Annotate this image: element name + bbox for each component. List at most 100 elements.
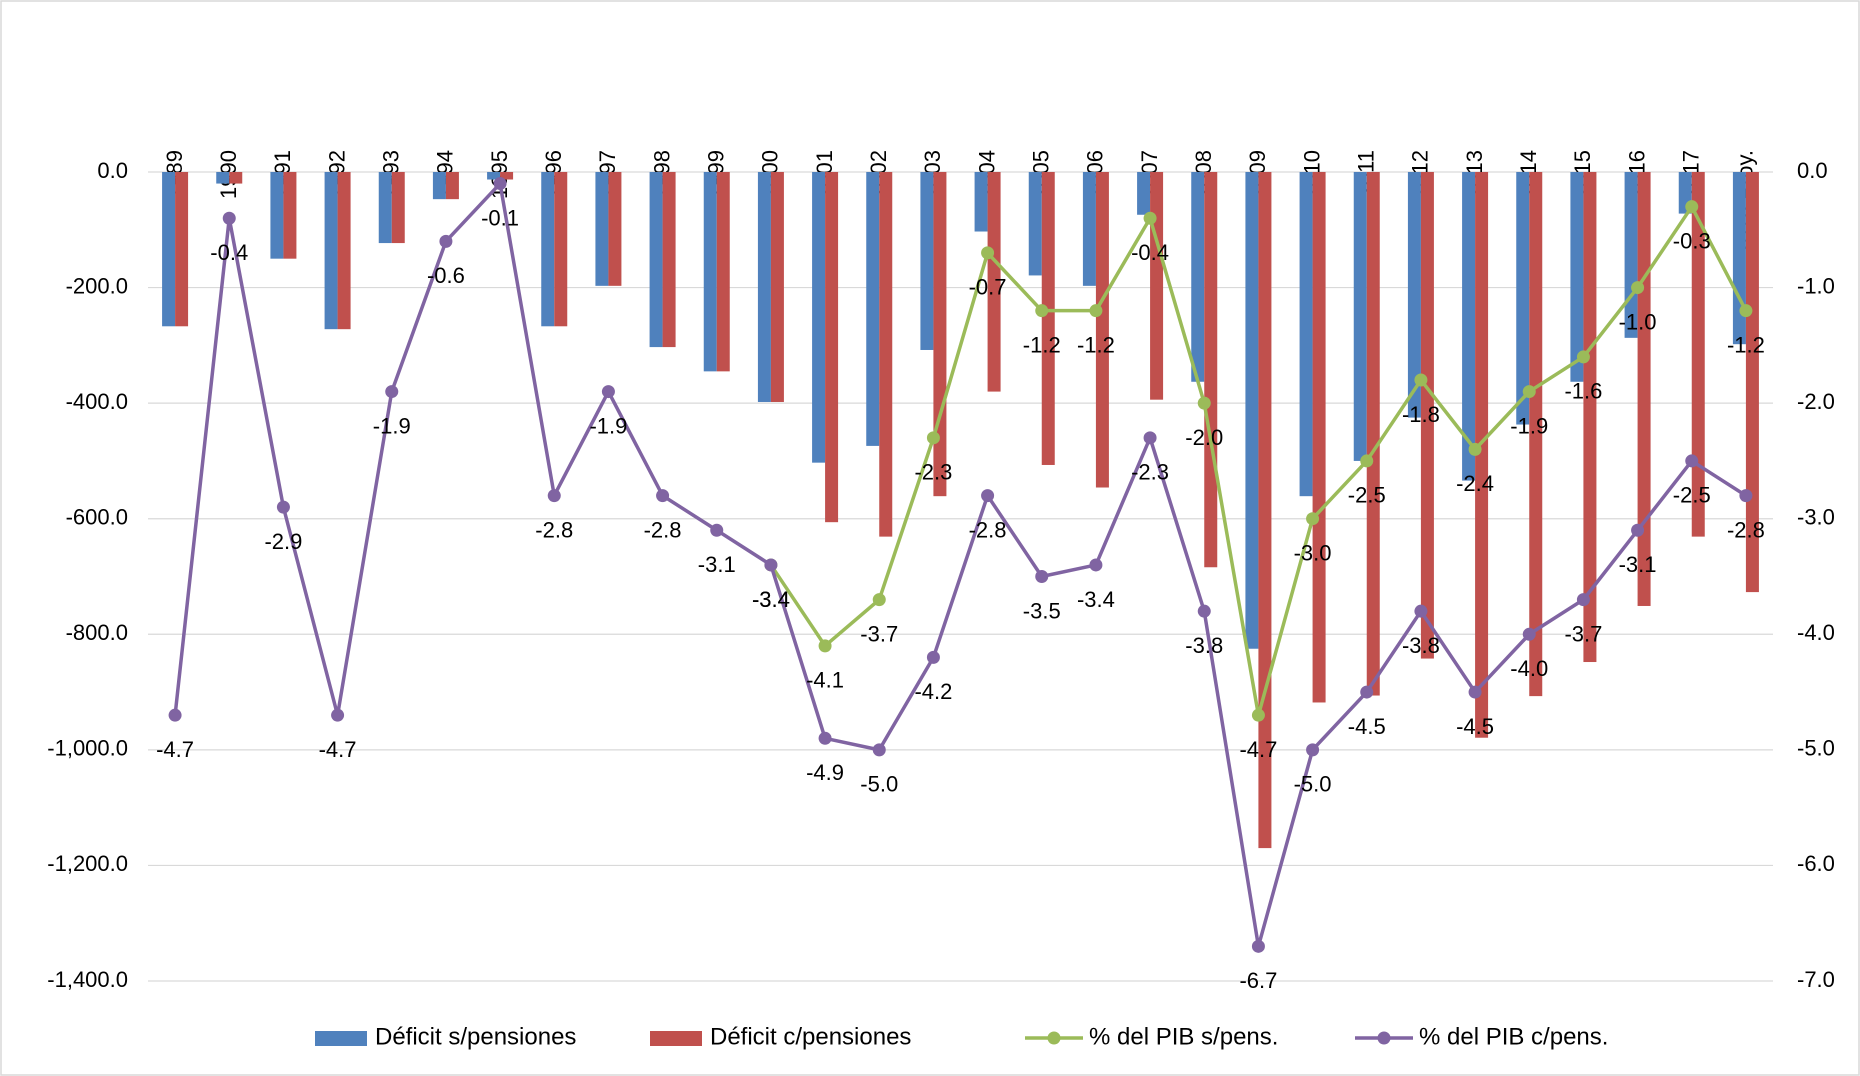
line-marker (1143, 211, 1157, 225)
bar (1204, 172, 1218, 568)
bar (879, 172, 893, 537)
bar (987, 172, 1001, 392)
bar (1041, 172, 1055, 465)
data-label: -2.8 (1727, 517, 1765, 542)
line-marker (981, 246, 995, 260)
bar (541, 172, 555, 327)
y2-tick-label: -5.0 (1797, 736, 1835, 761)
bar (391, 172, 405, 244)
bar (1191, 172, 1205, 382)
data-label: -2.8 (969, 517, 1007, 542)
line-marker (1414, 604, 1428, 618)
bar (1475, 172, 1489, 738)
bar (1637, 172, 1651, 606)
y2-tick-label: -3.0 (1797, 505, 1835, 530)
data-label: -0.7 (969, 275, 1007, 300)
line-marker (1089, 304, 1103, 318)
bar (1299, 172, 1313, 497)
line-marker (1306, 743, 1320, 757)
data-label: -0.1 (481, 205, 519, 230)
bar (662, 172, 676, 348)
data-label: -3.7 (860, 621, 898, 646)
bar (229, 172, 243, 184)
bar (1312, 172, 1326, 703)
line-marker (1685, 454, 1699, 468)
data-label: -3.1 (698, 552, 736, 577)
line-marker (601, 385, 615, 399)
data-label: -1.9 (589, 413, 627, 438)
bar (1462, 172, 1476, 481)
bar (500, 172, 514, 180)
legend-label: Déficit s/pensiones (375, 1023, 576, 1050)
line-marker (222, 211, 236, 225)
data-label: -2.3 (914, 460, 952, 485)
line-marker (1197, 396, 1211, 410)
line-marker (981, 489, 995, 503)
bar (554, 172, 568, 327)
bar (216, 172, 230, 184)
line-marker (1197, 604, 1211, 618)
line-marker (1631, 523, 1645, 537)
line-marker (1576, 593, 1590, 607)
line-marker (710, 523, 724, 537)
line-marker (1035, 570, 1049, 583)
data-label: -2.8 (644, 517, 682, 542)
y2-tick-label: -6.0 (1797, 851, 1835, 876)
bar (649, 172, 663, 348)
bar (1366, 172, 1380, 696)
data-label: -4.2 (914, 679, 952, 704)
line (173, 181, 1747, 949)
line-marker (1414, 373, 1428, 387)
data-label: -4.7 (319, 737, 357, 762)
bar (825, 172, 839, 523)
data-label: -4.5 (1456, 714, 1494, 739)
line-marker (818, 731, 832, 745)
data-label: -2.3 (1131, 460, 1169, 485)
bar (1516, 172, 1530, 425)
legend-label: % del PIB s/pens. (1089, 1023, 1278, 1050)
bar (162, 172, 176, 327)
data-label: -3.4 (752, 587, 790, 612)
bar (1745, 172, 1759, 593)
data-label: -1.0 (1619, 309, 1657, 334)
data-label: -4.0 (1510, 656, 1548, 681)
data-label: -1.9 (1510, 413, 1548, 438)
bar (608, 172, 622, 286)
y-tick-label: 0.0 (97, 158, 128, 183)
bar (270, 172, 284, 259)
data-label: -5.0 (1294, 772, 1332, 797)
bar (1245, 172, 1259, 649)
data-label: -0.3 (1673, 228, 1711, 253)
line-marker (1360, 685, 1374, 699)
y-tick-label: -1,000.0 (47, 736, 128, 761)
bar (1353, 172, 1367, 461)
line-marker (1522, 627, 1536, 641)
bar (1137, 172, 1151, 215)
line-marker (1360, 454, 1374, 468)
data-label: -2.0 (1185, 425, 1223, 450)
line-marker (1143, 431, 1157, 445)
line-marker (1089, 558, 1103, 572)
y2-tick-label: -1.0 (1797, 273, 1835, 298)
bar (1583, 172, 1597, 663)
y-tick-label: -200.0 (66, 273, 128, 298)
data-label: -2.8 (535, 517, 573, 542)
data-label: -3.1 (1619, 552, 1657, 577)
bar (283, 172, 297, 259)
data-label: -2.5 (1348, 483, 1386, 508)
bar (1028, 172, 1042, 276)
line-marker (1739, 489, 1753, 503)
data-label: -4.7 (1239, 737, 1277, 762)
line-marker (1631, 281, 1645, 295)
bar (175, 172, 189, 327)
line-marker (872, 743, 886, 757)
bar (487, 172, 501, 180)
bar (1420, 172, 1434, 659)
data-label: -3.7 (1564, 621, 1602, 646)
bar (770, 172, 784, 402)
data-label: -2.9 (264, 529, 302, 554)
legend-swatch (1377, 1031, 1391, 1045)
data-label: -1.9 (373, 413, 411, 438)
bar (1529, 172, 1543, 697)
line-marker (1306, 512, 1320, 526)
